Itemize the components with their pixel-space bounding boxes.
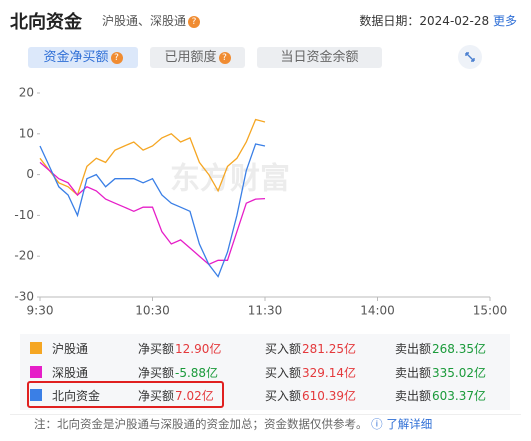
subtitle-text: 沪股通、深股通	[102, 14, 187, 28]
summary-table	[20, 334, 510, 410]
series-line	[39, 143, 266, 278]
net-label: 净买额	[138, 389, 175, 403]
buy-value: 281.25亿	[302, 342, 356, 356]
legend-swatch	[30, 389, 42, 401]
date-info: 数据日期：2024-02-28 更多	[359, 12, 517, 29]
y-tick-label: -30	[14, 290, 34, 304]
note-text: 注：北向资金是沪股通与深股通的资金加总；资金数据仅供参考。	[34, 417, 368, 431]
note-link[interactable]: ⓘ 了解详细	[371, 417, 433, 431]
net-value: 7.02亿	[175, 389, 214, 403]
y-tick-label: 20	[19, 86, 34, 100]
sell-label: 卖出额	[395, 342, 432, 356]
note: 注：北向资金是沪股通与深股通的资金加总；资金数据仅供参考。 ⓘ 了解详细	[34, 416, 432, 432]
sell-label: 卖出额	[395, 389, 432, 403]
tab-label: 已用额度	[164, 50, 217, 65]
expand-icon	[465, 52, 475, 62]
net-value: 12.90亿	[175, 342, 222, 356]
y-tick-label: 10	[19, 126, 34, 140]
tab-label: 当日资金余额	[280, 50, 359, 65]
buy-value: 610.39亿	[302, 389, 356, 403]
sell-value: 335.02亿	[432, 365, 486, 380]
net-value: -5.88亿	[175, 365, 219, 380]
sell-value: 268.35亿	[432, 342, 486, 356]
series-line	[39, 161, 266, 266]
y-tick-label: -10	[14, 208, 34, 222]
subtitle: 沪股通、深股通?	[102, 12, 201, 29]
chart: 东方财富 20 10 0 -10 -20 -309:30 10:30 11:30 14:00 15:…	[14, 86, 508, 318]
sell-label: 卖出额	[395, 365, 432, 380]
buy-value: 329.14亿	[302, 365, 356, 380]
legend-swatch	[30, 342, 42, 354]
buy-label: 买入额	[265, 389, 302, 403]
tab[interactable]: 已用额度?	[150, 47, 245, 68]
legend-swatch	[30, 365, 42, 378]
x-tick-label: 11:30	[248, 304, 283, 318]
legend-name: 深股通	[52, 365, 89, 380]
help-icon[interactable]: ?	[110, 51, 123, 64]
x-tick-label: 14:00	[360, 304, 395, 318]
title: 北向资金	[10, 12, 82, 33]
tab[interactable]: 资金净买额?	[28, 47, 138, 68]
y-tick-label: -20	[14, 249, 34, 263]
x-tick-label: 10:30	[135, 304, 170, 318]
y-tick-label: 0	[26, 167, 34, 181]
help-icon[interactable]: ?	[188, 15, 201, 28]
x-tick-label: 15:00	[473, 304, 508, 318]
sell-value: 603.37亿	[432, 389, 486, 403]
legend-name: 北向资金	[52, 389, 101, 403]
buy-label: 买入额	[265, 342, 302, 356]
x-tick-label: 9:30	[27, 304, 54, 318]
more-link[interactable]: 更多	[492, 14, 517, 28]
date-label: 数据日期：	[359, 14, 420, 28]
legend-name: 沪股通	[52, 342, 89, 356]
tab-label: 资金净买额	[43, 50, 109, 65]
date: 2024-02-28	[419, 14, 490, 28]
buy-label: 买入额	[265, 365, 302, 380]
help-icon[interactable]: ?	[218, 51, 231, 64]
tab[interactable]: 当日资金余额	[257, 47, 382, 68]
net-label: 净买额	[138, 342, 175, 356]
watermark: 东方财富	[170, 162, 290, 197]
divider	[10, 414, 521, 415]
highlight-box	[27, 381, 224, 408]
note-link-text: 了解详细	[386, 417, 433, 431]
expand-button[interactable]	[458, 45, 482, 69]
net-label: 净买额	[138, 365, 175, 380]
